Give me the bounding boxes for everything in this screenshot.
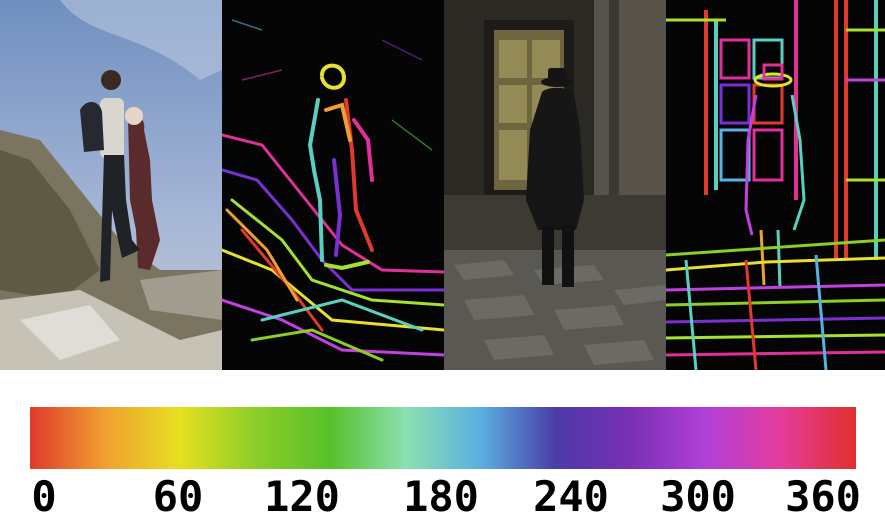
tick-label: 240 [533, 472, 609, 521]
climbers-photo-svg [0, 0, 222, 370]
colorbar-tick-labels: 0 60 120 180 240 300 360 [0, 474, 885, 519]
hue-colorbar-fill [30, 407, 856, 469]
tick-label: 0 [31, 472, 57, 521]
climbers-photo [0, 0, 222, 370]
hue-colorbar [30, 407, 856, 469]
tick-label: 360 [785, 472, 861, 521]
tick-label: 60 [152, 472, 204, 521]
street-man-orientation-map-svg [666, 0, 885, 370]
tick-label: 180 [403, 472, 479, 521]
street-man-orientation-map [666, 0, 885, 370]
street-man-photo [444, 0, 666, 370]
climbers-orientation-map-svg [222, 0, 444, 370]
tick-label: 300 [660, 472, 736, 521]
street-man-photo-svg [444, 0, 666, 370]
tick-label: 120 [264, 472, 340, 521]
climbers-orientation-map [222, 0, 444, 370]
